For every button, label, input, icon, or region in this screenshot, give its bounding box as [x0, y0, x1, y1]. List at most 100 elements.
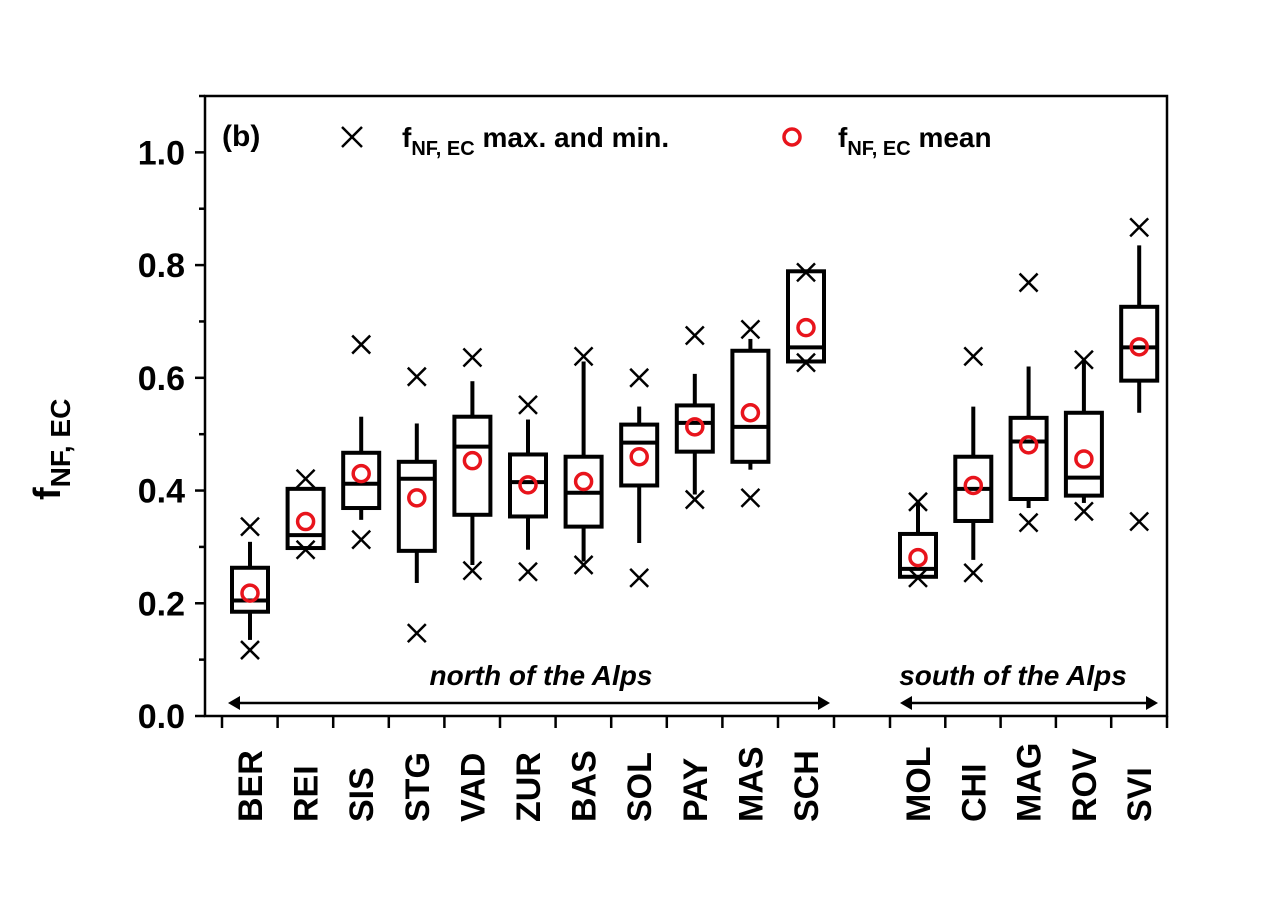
min-marker: [908, 568, 928, 588]
mean-marker: [1074, 449, 1094, 469]
mean-marker: [796, 317, 816, 338]
mean-marker: [407, 488, 427, 508]
box-iqr: [674, 403, 715, 454]
x-tick-label: STG: [399, 752, 437, 822]
x-stroke: [462, 560, 483, 581]
max-marker: [629, 367, 650, 388]
x-stroke: [240, 516, 260, 537]
y-tick-label: 0.4: [138, 473, 185, 511]
x-stroke: [1074, 501, 1094, 522]
y-tick-label: 0.2: [138, 585, 185, 623]
x-stroke: [740, 319, 761, 340]
x-stroke: [796, 262, 816, 283]
x-stroke: [908, 568, 928, 588]
mean-marker: [685, 417, 705, 437]
x-stroke: [518, 394, 538, 415]
max-marker: [963, 346, 984, 367]
max-marker: [573, 346, 594, 367]
x-tick-label: SVI: [1121, 767, 1159, 822]
box-iqr: [730, 348, 771, 464]
mean-marker: [573, 471, 594, 492]
box-sol: [619, 367, 660, 588]
x-tick-label: MOL: [900, 746, 938, 822]
x-stroke: [629, 568, 650, 588]
arrow-left-icon: [228, 696, 240, 710]
x-tick-label: PAY: [677, 757, 715, 822]
x-stroke: [1018, 272, 1039, 293]
box-mol: [898, 491, 938, 588]
min-marker: [406, 623, 427, 644]
region-south: south of the Alps: [899, 660, 1158, 710]
x-tick-label: SCH: [788, 750, 826, 822]
box-ber: [230, 516, 270, 660]
max-marker: [1074, 349, 1094, 370]
legend-mean-marker: [782, 127, 802, 147]
x-tick-label: REI: [288, 765, 326, 822]
x-stroke: [740, 487, 761, 508]
box-zur: [508, 394, 548, 582]
x-stroke: [684, 489, 705, 510]
x-stroke: [573, 555, 594, 575]
mean-marker: [908, 547, 928, 568]
region-north: north of the Alps: [228, 660, 830, 710]
box-iqr: [452, 414, 493, 517]
min-marker: [573, 555, 594, 575]
min-marker: [796, 352, 816, 373]
min-marker: [240, 640, 260, 660]
box-vad: [452, 347, 493, 581]
box-sch: [786, 262, 826, 373]
x-stroke: [406, 623, 427, 644]
region-label-north: north of the Alps: [430, 660, 653, 691]
min-marker: [1074, 501, 1094, 522]
mean-marker: [1129, 337, 1149, 357]
box-mas: [730, 319, 771, 508]
mean-marker: [351, 463, 371, 484]
x-stroke: [963, 562, 984, 583]
x-tick-label: SOL: [621, 752, 659, 822]
x-tick-label: CHI: [955, 763, 993, 822]
mean-marker: [462, 450, 483, 471]
x-tick-label: SIS: [343, 767, 381, 822]
box-iqr: [341, 450, 382, 511]
mean-marker: [1018, 435, 1039, 455]
max-marker: [684, 325, 705, 346]
box-iqr: [508, 452, 548, 519]
max-marker: [796, 262, 816, 283]
max-marker: [1129, 217, 1150, 238]
max-marker: [908, 491, 928, 512]
max-marker: [1018, 272, 1039, 293]
legend-x-marker: [341, 126, 363, 148]
legend: fNF, EC max. and min. fNF, EC mean: [341, 122, 992, 160]
min-marker: [295, 539, 316, 560]
x-stroke: [1018, 512, 1039, 533]
x-tick-label: VAD: [454, 753, 492, 822]
x-stroke: [629, 367, 650, 388]
y-tick-label: 0.8: [138, 247, 185, 285]
arrow-left-icon: [900, 696, 912, 710]
y-axis-label: fNF, EC: [27, 399, 76, 500]
box-rei: [285, 468, 326, 560]
max-marker: [462, 347, 483, 368]
box-chi: [953, 346, 994, 583]
y-tick-label: 1.0: [138, 134, 185, 172]
x-tick-label: MAG: [1011, 743, 1049, 822]
y-axis: 0.0 0.2 0.4 0.6 0.8 1.0: [138, 94, 205, 736]
max-marker: [406, 366, 427, 387]
box-sis: [341, 334, 382, 550]
box-stg: [396, 366, 437, 644]
min-marker: [1129, 511, 1150, 532]
box-pay: [674, 325, 715, 510]
max-marker: [518, 394, 538, 415]
arrow-right-icon: [1146, 696, 1158, 710]
x-tick-label: ZUR: [510, 752, 548, 822]
min-marker: [629, 568, 650, 588]
x-stroke: [462, 347, 483, 368]
x-stroke: [351, 334, 372, 355]
box-iqr: [1063, 410, 1104, 498]
box-bas: [563, 346, 604, 575]
x-stroke: [406, 366, 427, 387]
legend-label-maxmin: fNF, EC max. and min.: [402, 122, 669, 160]
max-marker: [740, 319, 761, 340]
x-tick-label: MAS: [732, 746, 770, 822]
box-iqr: [1119, 304, 1160, 383]
